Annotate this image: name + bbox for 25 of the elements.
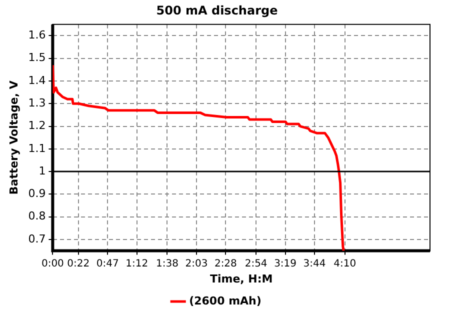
legend-label: (2600 mAh) [189,294,262,308]
y-tick-label: 0.8 [28,210,46,223]
x-tick-label: 2:03 [185,258,208,270]
y-tick-label: 1 [38,164,46,178]
y-tick-label: 1.5 [28,51,46,64]
x-tick-label: 2:54 [244,258,268,270]
x-tick-label: 1:12 [126,258,148,270]
y-tick-label: 1.1 [28,142,46,155]
x-axis-title: Time, H:M [210,272,273,286]
y-tick-label: 1.6 [28,28,46,42]
x-tick-label: 0:00 [41,258,64,270]
x-tick-label: 3:44 [303,258,326,270]
x-tick-label: 3:19 [274,258,297,270]
x-tick-label: 0:22 [67,258,90,270]
y-tick-label: 0.9 [28,187,46,200]
y-tick-label: 0.7 [28,232,46,246]
x-tick-label: 4:10 [334,258,356,270]
x-tick-label: 0:47 [96,258,119,270]
y-tick-label: 1.4 [28,74,46,87]
y-tick-label: 1.3 [28,96,46,110]
y-axis-title: Battery Voltage, V [7,80,20,195]
chart-title: 500 mA discharge [156,3,278,18]
y-tick-label: 1.2 [28,119,46,132]
x-tick-label: 1:38 [156,258,178,270]
x-tick-label: 2:28 [214,258,237,270]
